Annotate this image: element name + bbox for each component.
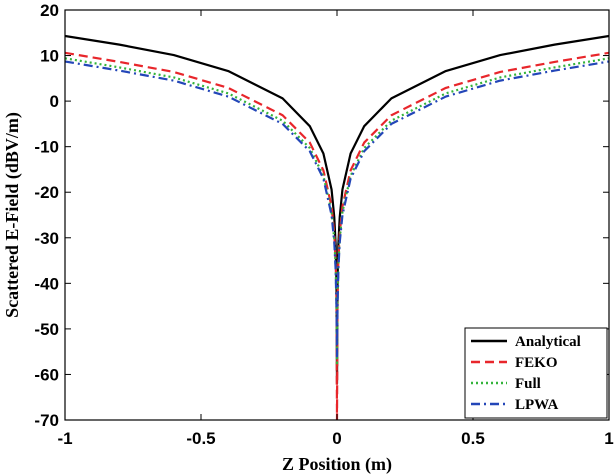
legend-box bbox=[464, 327, 608, 419]
y-tick-label: -30 bbox=[34, 229, 59, 248]
legend-label-analytical: Analytical bbox=[515, 334, 581, 350]
y-tick-label: -50 bbox=[34, 320, 59, 339]
x-tick-label: 0 bbox=[332, 429, 341, 448]
series-line-lpwa bbox=[65, 60, 609, 358]
legend-label-feko: FEKO bbox=[515, 355, 558, 371]
axes-layer: -1 -0.5 0 0.5 1 -70 -60 -50 -40 -30 -20 -10 0 10 20 bbox=[34, 1, 613, 448]
y-tick-label: -60 bbox=[34, 365, 59, 384]
series-layer bbox=[65, 34, 609, 420]
x-tick-label: -0.5 bbox=[186, 429, 215, 448]
x-tick-label: 0.5 bbox=[461, 429, 485, 448]
y-tick-label: -40 bbox=[34, 274, 59, 293]
x-tick-label: -1 bbox=[57, 429, 72, 448]
y-tick-label: 20 bbox=[40, 1, 59, 20]
legend-label-lpwa: LPWA bbox=[515, 397, 559, 413]
y-tick-label: -20 bbox=[34, 183, 59, 202]
x-axis-title: Z Position (m) bbox=[282, 454, 392, 475]
y-tick-label: 0 bbox=[50, 92, 59, 111]
legend: Analytical FEKO Full LPWA bbox=[464, 327, 608, 419]
y-tick-label: -70 bbox=[34, 411, 59, 430]
y-axis-title: Scattered E-Field (dBV/m) bbox=[2, 112, 23, 318]
y-tick-label: -10 bbox=[34, 138, 59, 157]
series-line-feko bbox=[65, 51, 609, 420]
y-tick-label: 10 bbox=[40, 47, 59, 66]
x-tick-label: 1 bbox=[604, 429, 613, 448]
legend-label-full: Full bbox=[515, 376, 541, 392]
